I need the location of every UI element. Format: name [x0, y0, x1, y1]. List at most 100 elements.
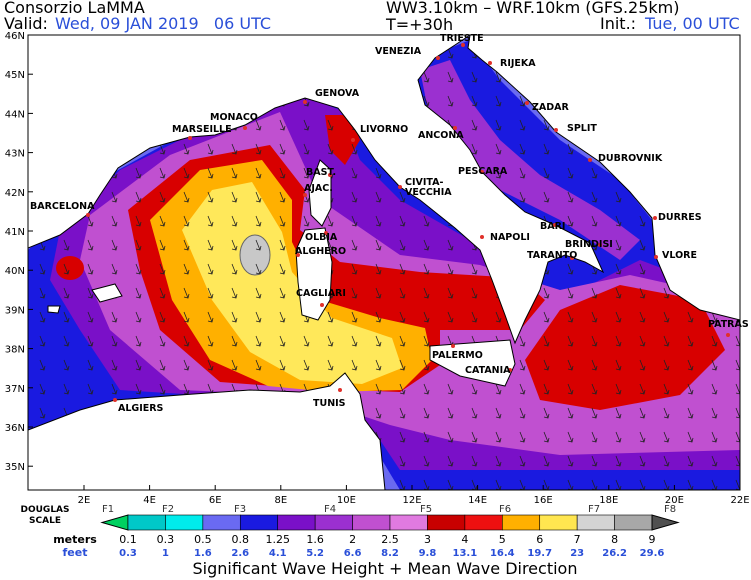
sea-zone — [325, 115, 360, 165]
wave-arrow — [519, 407, 526, 419]
city-label: CATANIA — [465, 365, 511, 376]
wave-arrow — [639, 215, 646, 227]
wave-arrow — [519, 335, 526, 347]
land — [467, 35, 740, 321]
wave-arrow — [207, 167, 214, 179]
wave-arrow — [639, 263, 646, 275]
lat-label: 40N — [5, 266, 25, 277]
wave-arrow — [567, 191, 574, 203]
colorbar-box — [277, 514, 316, 531]
wave-arrow — [231, 239, 238, 251]
wave-arrow — [519, 455, 526, 467]
feet-value: 5.2 — [306, 548, 324, 559]
city-label: MONACO — [210, 112, 258, 123]
city-dot — [188, 136, 192, 140]
title: Consorzio LaMMA — [4, 0, 145, 17]
wave-arrow — [471, 407, 478, 419]
wave-arrow — [423, 311, 430, 323]
wave-arrow — [231, 263, 238, 275]
wave-arrow — [543, 143, 550, 155]
plot-area — [28, 35, 740, 490]
meters-value: 1.6 — [306, 533, 324, 546]
lon-label: 12E — [402, 495, 421, 506]
wave-arrow — [135, 311, 142, 323]
land — [28, 372, 386, 490]
land — [28, 35, 605, 345]
wave-arrow — [567, 479, 574, 490]
wave-arrow — [519, 359, 526, 371]
wave-arrow — [87, 287, 94, 299]
wave-arrow — [135, 359, 142, 371]
wave-arrow — [159, 191, 166, 203]
colorbar-box — [427, 514, 466, 531]
wave-arrow — [159, 311, 166, 323]
wave-arrow — [159, 215, 166, 227]
feet-value: 19.7 — [527, 548, 552, 559]
meters-value: 8 — [611, 533, 618, 546]
wave-arrow — [423, 407, 430, 419]
wave-arrow — [471, 287, 478, 299]
city-dot — [453, 126, 457, 130]
wave-arrow — [351, 191, 358, 203]
wave-arrow — [615, 383, 622, 395]
wave-arrow — [471, 311, 478, 323]
wave-arrow — [135, 383, 142, 395]
land — [91, 283, 123, 303]
feet-value: 13.1 — [453, 548, 478, 559]
colorbar-box — [352, 514, 391, 531]
wave-arrow — [255, 239, 262, 251]
wave-arrow — [495, 479, 502, 490]
wave-arrow — [375, 335, 382, 347]
lat-label: 45N — [5, 70, 25, 81]
city-dot — [303, 193, 307, 197]
wave-arrow — [519, 383, 526, 395]
wave-arrow — [591, 215, 598, 227]
city-label: PATRAS — [708, 319, 749, 330]
colorbar-box — [539, 514, 578, 531]
wave-arrow — [663, 335, 670, 347]
wave-arrow — [591, 359, 598, 371]
meters-value: 5 — [499, 533, 506, 546]
lead-time: T=+30h — [385, 15, 453, 34]
city-dot — [588, 158, 592, 162]
wave-arrow — [207, 143, 214, 155]
wave-arrow — [255, 119, 262, 131]
wave-arrow — [567, 383, 574, 395]
wave-arrow — [255, 143, 262, 155]
wave-arrow — [495, 167, 502, 179]
wave-arrow — [351, 239, 358, 251]
lat-label: 44N — [5, 109, 25, 120]
city-dot — [320, 303, 324, 307]
wave-arrow — [615, 431, 622, 443]
wave-arrow — [471, 479, 478, 490]
wave-arrow — [39, 311, 46, 323]
wave-arrow — [567, 431, 574, 443]
wave-arrow — [279, 335, 286, 347]
wave-arrow — [159, 239, 166, 251]
wave-arrow — [471, 71, 478, 83]
meters-value: 4 — [461, 533, 468, 546]
wave-arrow — [327, 359, 334, 371]
meters-value: 0.3 — [157, 533, 175, 546]
wave-arrow — [735, 407, 740, 419]
city-dot — [726, 333, 730, 337]
wave-arrow — [447, 479, 454, 490]
wave-arrow — [519, 191, 526, 203]
wave-arrow — [39, 263, 46, 275]
wave-arrow — [399, 407, 406, 419]
wave-arrow — [495, 455, 502, 467]
wave-arrow — [111, 191, 118, 203]
wave-arrow — [159, 143, 166, 155]
wave-arrow — [519, 119, 526, 131]
wave-arrow — [39, 335, 46, 347]
wave-arrow — [663, 383, 670, 395]
init-date: Tue, 00 UTC — [644, 14, 740, 33]
douglas-label: DOUGLAS — [21, 505, 70, 515]
city-label: BRINDISI — [565, 239, 613, 250]
city-label: BARI — [540, 221, 565, 232]
wave-arrow — [159, 167, 166, 179]
wave-arrow — [39, 407, 46, 419]
wave-arrow — [615, 407, 622, 419]
wave-arrow — [495, 95, 502, 107]
